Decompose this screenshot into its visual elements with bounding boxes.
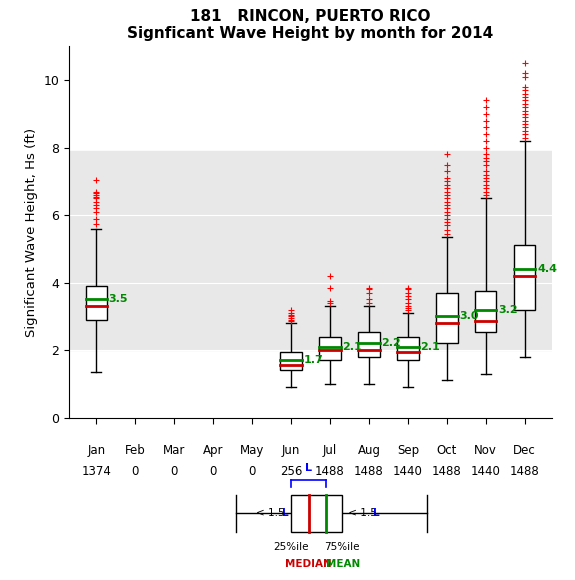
Bar	[86, 286, 107, 320]
Y-axis label: Significant Wave Height, Hs (ft): Significant Wave Height, Hs (ft)	[25, 128, 38, 336]
Text: 2.2: 2.2	[381, 338, 401, 349]
Text: Jul: Jul	[323, 444, 337, 456]
Text: 1488: 1488	[315, 465, 345, 478]
Text: L: L	[305, 463, 312, 473]
Text: 0: 0	[170, 465, 178, 478]
Text: 1440: 1440	[393, 465, 423, 478]
Text: Sep: Sep	[397, 444, 419, 456]
Text: 0: 0	[209, 465, 217, 478]
Text: 2.1: 2.1	[342, 342, 362, 351]
Bar	[281, 352, 302, 371]
Text: Apr: Apr	[203, 444, 223, 456]
Text: Jun: Jun	[282, 444, 300, 456]
Text: 0: 0	[132, 465, 139, 478]
Text: 3.2: 3.2	[498, 304, 518, 314]
Text: Feb: Feb	[125, 444, 145, 456]
Text: MEAN: MEAN	[326, 559, 361, 568]
Text: Jan: Jan	[87, 444, 105, 456]
Text: 4.4: 4.4	[537, 264, 557, 274]
Text: 2.1: 2.1	[420, 342, 440, 351]
Text: 1440: 1440	[471, 465, 501, 478]
Title: 181   RINCON, PUERTO RICO
Signficant Wave Height by month for 2014: 181 RINCON, PUERTO RICO Signficant Wave …	[128, 9, 493, 41]
Text: 1488: 1488	[354, 465, 384, 478]
Text: 1488: 1488	[510, 465, 539, 478]
Text: 1488: 1488	[432, 465, 462, 478]
Text: Nov: Nov	[474, 444, 497, 456]
Text: 1.7: 1.7	[303, 355, 323, 365]
Text: 3.0: 3.0	[459, 311, 478, 321]
Text: Aug: Aug	[358, 444, 381, 456]
Text: 25%ile: 25%ile	[273, 542, 309, 552]
Text: 3.5: 3.5	[109, 295, 128, 304]
Bar	[436, 293, 458, 343]
Text: L: L	[373, 508, 380, 519]
Text: 75%ile: 75%ile	[324, 542, 359, 552]
Bar	[475, 291, 496, 332]
Text: MEDIAN: MEDIAN	[285, 559, 332, 568]
Bar	[69, 151, 552, 350]
Text: Mar: Mar	[163, 444, 185, 456]
Bar	[514, 245, 535, 310]
Text: < 1.5: < 1.5	[256, 508, 288, 519]
Bar	[319, 336, 341, 360]
Text: Oct: Oct	[436, 444, 457, 456]
Bar	[397, 336, 419, 360]
Text: < 1.5: < 1.5	[344, 508, 380, 519]
Text: 256: 256	[280, 465, 302, 478]
Bar	[358, 332, 380, 357]
Text: May: May	[240, 444, 264, 456]
Text: Dec: Dec	[513, 444, 536, 456]
Text: 1374: 1374	[81, 465, 111, 478]
Text: 0: 0	[248, 465, 256, 478]
Text: L: L	[282, 508, 289, 519]
